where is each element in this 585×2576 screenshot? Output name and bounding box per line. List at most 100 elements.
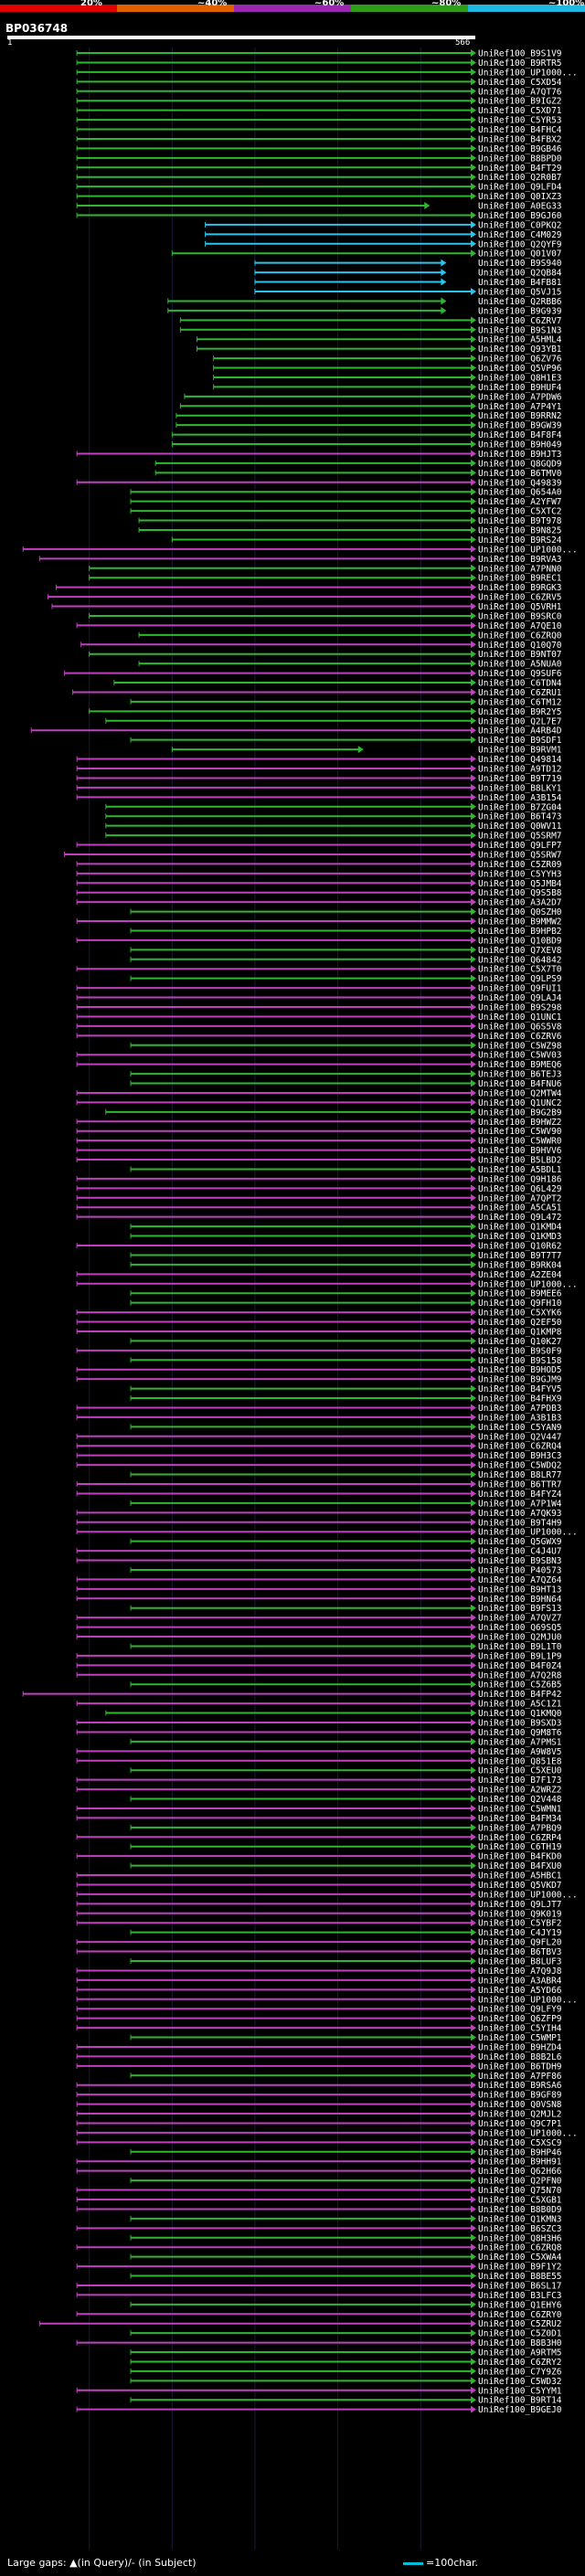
hit-label: UniRef100_B9HVV6 bbox=[478, 1146, 562, 1156]
hit-arrowhead bbox=[471, 650, 476, 658]
hit-label: UniRef100_Q9LAJ4 bbox=[478, 993, 562, 1003]
hit-arrowhead bbox=[471, 1203, 476, 1212]
hit-arrowhead bbox=[471, 497, 476, 505]
hit-label: UniRef100_C5YAN9 bbox=[478, 1423, 562, 1433]
hit-arrowhead bbox=[471, 2224, 476, 2232]
hit-label: UniRef100_B4FXU0 bbox=[478, 1861, 562, 1871]
hit-label: UniRef100_A7PDW6 bbox=[478, 392, 562, 402]
hit-arrowhead bbox=[471, 2386, 476, 2394]
hit-label: UniRef100_Q1UNC2 bbox=[478, 1098, 562, 1108]
hit-label: UniRef100_C5YR53 bbox=[478, 116, 562, 126]
hit-arrowhead bbox=[471, 697, 476, 705]
hit-label: UniRef100_Q1KMQ0 bbox=[478, 1709, 562, 1719]
hit-label: UniRef100_C5XYK6 bbox=[478, 1309, 562, 1319]
hit-arrowhead bbox=[471, 1165, 476, 1173]
hit-arrowhead bbox=[441, 259, 447, 267]
hit-label: UniRef100_C5YIH4 bbox=[478, 2024, 562, 2034]
hit-label: UniRef100_B9S0F9 bbox=[478, 1346, 562, 1356]
hit-label: UniRef100_Q0WV11 bbox=[478, 822, 562, 832]
hit-arrowhead bbox=[471, 726, 476, 735]
hit-arrowhead bbox=[471, 97, 476, 105]
hit-label: UniRef100_B6TTR7 bbox=[478, 1480, 562, 1490]
hit-label: UniRef100_A7Q2R8 bbox=[478, 1670, 562, 1680]
hit-label: UniRef100_B8B2L6 bbox=[478, 2052, 562, 2062]
hit-arrowhead bbox=[471, 2291, 476, 2299]
hit-label: UniRef100_C6ZRU1 bbox=[478, 688, 562, 698]
hit-label: UniRef100_A5NUA0 bbox=[478, 660, 562, 670]
hit-label: UniRef100_Q9LPS9 bbox=[478, 974, 562, 984]
hit-label: UniRef100_B4FP42 bbox=[478, 1690, 562, 1700]
hit-arrowhead bbox=[471, 78, 476, 86]
hit-label: UniRef100_B5LBD2 bbox=[478, 1156, 562, 1166]
hit-label: UniRef100_B9HT13 bbox=[478, 1585, 562, 1595]
hit-label: UniRef100_Q0IXZ3 bbox=[478, 192, 562, 202]
hit-label: UniRef100_C7Y9Z6 bbox=[478, 2367, 562, 2377]
hit-label: UniRef100_UP1000... bbox=[478, 1528, 578, 1538]
hit-label: UniRef100_A7PDB3 bbox=[478, 1404, 562, 1414]
hit-label: UniRef100_B9MEQ6 bbox=[478, 1060, 562, 1070]
hit-arrowhead bbox=[471, 87, 476, 95]
hit-arrowhead bbox=[471, 411, 476, 419]
hit-arrowhead bbox=[471, 841, 476, 849]
hit-arrowhead bbox=[471, 631, 476, 639]
legend-label: 20% bbox=[80, 0, 102, 8]
hit-arrowhead bbox=[471, 660, 476, 668]
hit-label: UniRef100_B4FNU6 bbox=[478, 1079, 562, 1089]
hit-arrowhead bbox=[471, 1575, 476, 1584]
hit-label: UniRef100_C5XTC2 bbox=[478, 507, 562, 517]
hit-arrowhead bbox=[471, 125, 476, 133]
hit-arrowhead bbox=[471, 1786, 476, 1794]
hit-arrowhead bbox=[471, 116, 476, 124]
hit-label: UniRef100_Q2QYF9 bbox=[478, 239, 562, 249]
hit-label: UniRef100_B8B0D9 bbox=[478, 2205, 562, 2215]
hit-label: UniRef100_A2YFW7 bbox=[478, 497, 562, 507]
hit-arrowhead bbox=[357, 746, 364, 754]
hit-label: UniRef100_B9RRN2 bbox=[478, 411, 562, 421]
hit-arrowhead bbox=[471, 154, 476, 162]
hit-label: UniRef100_B6T473 bbox=[478, 812, 562, 822]
hit-label: UniRef100_B9T978 bbox=[478, 516, 562, 526]
hit-label: UniRef100_UP1000... bbox=[478, 545, 578, 555]
hit-label: UniRef100_B9H3C3 bbox=[478, 1451, 562, 1461]
hit-arrowhead bbox=[471, 507, 476, 515]
hit-label: UniRef100_C6ZRV5 bbox=[478, 593, 562, 603]
hit-label: UniRef100_Q5VRH1 bbox=[478, 602, 562, 612]
hit-arrowhead bbox=[471, 430, 476, 439]
hit-arrowhead bbox=[471, 1623, 476, 1631]
hit-arrowhead bbox=[471, 1766, 476, 1775]
hit-arrowhead bbox=[471, 402, 476, 410]
hit-arrowhead bbox=[471, 2072, 476, 2080]
large-gaps-label: Large gaps: ▲(in Query)/- (in Subject) bbox=[7, 2557, 197, 2569]
hit-label: UniRef100_C5WDQ2 bbox=[478, 1461, 562, 1471]
hit-label: UniRef100_A5BDL1 bbox=[478, 1165, 562, 1175]
hit-label: UniRef100_A7P4Y1 bbox=[478, 402, 562, 412]
hit-arrowhead bbox=[471, 2367, 476, 2375]
hit-arrowhead bbox=[471, 535, 476, 544]
hit-arrowhead bbox=[471, 641, 476, 649]
hit-label: UniRef100_B6TBV3 bbox=[478, 1947, 562, 1957]
hit-arrowhead bbox=[441, 278, 447, 286]
hit-arrowhead bbox=[471, 1327, 476, 1335]
hit-label: UniRef100_C5WMP1 bbox=[478, 2033, 562, 2043]
hit-arrowhead bbox=[471, 1156, 476, 1164]
hit-label: UniRef100_Q2MJU0 bbox=[478, 1633, 562, 1643]
hit-arrowhead bbox=[471, 1881, 476, 1889]
hit-label: UniRef100_B7ZG04 bbox=[478, 802, 562, 812]
hit-label: UniRef100_Q93YB1 bbox=[478, 345, 562, 355]
hit-label: UniRef100_B9R2Y5 bbox=[478, 707, 562, 717]
hit-arrowhead bbox=[471, 1957, 476, 1965]
hit-arrowhead bbox=[471, 736, 476, 744]
hit-arrowhead bbox=[471, 1108, 476, 1116]
hit-arrowhead bbox=[471, 1232, 476, 1240]
hit-arrowhead bbox=[471, 2338, 476, 2347]
hit-arrowhead bbox=[471, 2196, 476, 2203]
hit-label: UniRef100_B9RVA3 bbox=[478, 555, 562, 565]
hit-label: UniRef100_B9NT07 bbox=[478, 650, 562, 660]
hit-arrowhead bbox=[471, 450, 476, 458]
hit-label: UniRef100_UP1000... bbox=[478, 1279, 578, 1289]
hit-arrowhead bbox=[471, 2377, 476, 2385]
hit-label: UniRef100_B9RK04 bbox=[478, 1260, 562, 1270]
hit-label: UniRef100_B9HZD4 bbox=[478, 2042, 562, 2052]
hit-arrowhead bbox=[471, 783, 476, 791]
hit-arrowhead bbox=[471, 1299, 476, 1307]
